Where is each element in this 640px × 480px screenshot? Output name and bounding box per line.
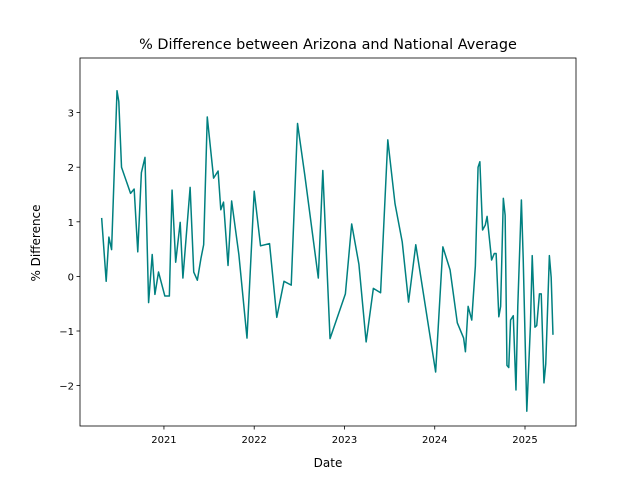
y-tick-label: 0 [68, 272, 74, 283]
y-tick-label: −1 [59, 327, 74, 338]
y-tick-label: 1 [68, 218, 74, 229]
y-tick-label: −2 [59, 382, 74, 393]
data-line [100, 90, 554, 413]
chart-title: % Difference between Arizona and Nationa… [139, 37, 517, 53]
x-tick-label: 2023 [332, 435, 357, 446]
x-axis-label: Date [314, 456, 343, 470]
x-tick-label: 2024 [422, 435, 447, 446]
y-tick-label: 3 [68, 109, 74, 120]
y-tick-label: 2 [68, 163, 74, 174]
plot-frame [79, 57, 577, 427]
x-tick-label: 2025 [512, 435, 537, 446]
y-axis-label: % Difference [29, 204, 43, 281]
x-tick-label: 2021 [151, 435, 176, 446]
x-tick-label: 2022 [241, 435, 266, 446]
